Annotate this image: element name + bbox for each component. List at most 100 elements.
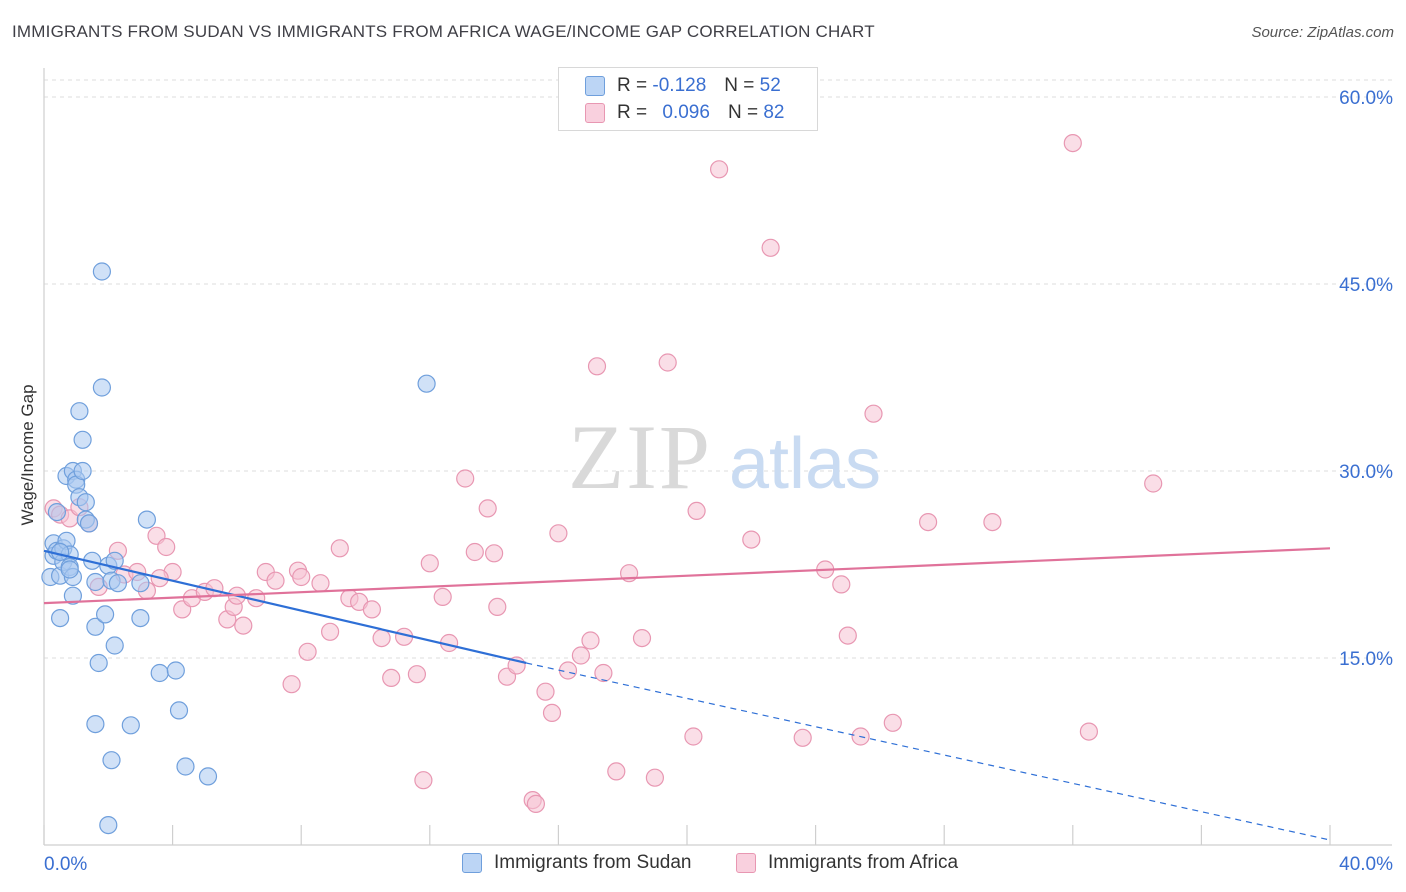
africa-point	[282, 675, 301, 694]
watermark: ZIP atlas	[568, 406, 881, 508]
legend-r-value-sudan: -0.128	[652, 75, 707, 96]
africa-point	[742, 530, 761, 549]
sudan-point	[102, 751, 121, 770]
sudan-point	[176, 757, 195, 776]
bottom-legend-sudan: Immigrants from Sudan	[462, 852, 691, 874]
tick-labels: 15.0% 30.0% 45.0% 60.0% 0.0% 40.0%	[44, 88, 1393, 875]
africa-point	[709, 160, 729, 179]
sudan-point	[121, 716, 140, 735]
y-tick-label: 60.0%	[1339, 88, 1393, 109]
x-tick-label-start: 0.0%	[44, 854, 87, 875]
sudan-point	[105, 551, 124, 570]
sudan-point	[70, 402, 89, 421]
sudan-point	[60, 560, 79, 579]
bottom-legend-label-africa: Immigrants from Africa	[768, 852, 959, 873]
bottom-legend-africa: Immigrants from Africa	[736, 852, 958, 874]
y-tick-label: 15.0%	[1339, 649, 1393, 670]
sudan-point	[73, 461, 92, 481]
sudan-point	[417, 374, 436, 393]
africa-point	[330, 539, 349, 558]
africa-point	[465, 542, 484, 562]
sudan-point	[166, 661, 185, 680]
africa-point	[832, 575, 851, 594]
correlation-legend: R = -0.128 N = 52 R = 0.096 N = 82	[558, 67, 818, 131]
sudan-point	[89, 653, 108, 673]
bottom-legend-label-sudan: Immigrants from Sudan	[494, 852, 692, 873]
africa-point	[407, 665, 426, 684]
africa-point	[864, 404, 883, 423]
sudan-trend-extension	[526, 662, 1331, 841]
africa-point	[157, 537, 176, 557]
legend-row-africa: R = 0.096 N = 82	[585, 101, 784, 125]
chart-source: Source: ZipAtlas.com	[1251, 24, 1394, 41]
africa-point	[581, 631, 600, 650]
y-tick-label: 30.0%	[1339, 462, 1393, 483]
sudan-point	[50, 608, 70, 628]
africa-point	[298, 642, 317, 661]
legend-row-sudan: R = -0.128 N = 52	[585, 74, 781, 98]
africa-point	[536, 682, 555, 701]
africa-point	[632, 628, 652, 648]
africa-point	[414, 771, 433, 790]
africa-point	[542, 703, 562, 723]
africa-point	[420, 554, 439, 573]
legend-n-label: N =	[724, 75, 755, 96]
africa-point	[549, 524, 568, 543]
watermark-zip: ZIP	[568, 406, 712, 508]
sudan-point	[137, 510, 156, 529]
africa-point	[918, 512, 938, 532]
africa-point	[1063, 134, 1082, 153]
africa-point	[983, 512, 1002, 532]
africa-point	[382, 668, 401, 688]
africa-point	[607, 762, 626, 781]
sudan-point	[92, 378, 112, 397]
chart-title: IMMIGRANTS FROM SUDAN VS IMMIGRANTS FROM…	[12, 22, 875, 41]
africa-point	[571, 646, 591, 665]
sudan-point	[86, 617, 105, 636]
africa-point	[684, 727, 703, 746]
sudan-point	[79, 514, 99, 533]
legend-swatch-africa	[585, 103, 605, 123]
sudan-point	[86, 572, 105, 592]
sudan-trend-line	[43, 549, 527, 665]
legend-r-value-africa: 0.096	[662, 102, 710, 123]
africa-point	[526, 794, 546, 814]
legend-r-label: R =	[617, 75, 648, 96]
africa-point	[292, 567, 311, 587]
sudan-point	[50, 542, 70, 562]
africa-point	[485, 544, 504, 563]
sudan-points	[41, 262, 436, 835]
sudan-point	[198, 767, 218, 786]
sudan-point	[131, 574, 150, 593]
sudan-point	[150, 663, 169, 683]
sudan-point	[73, 430, 92, 449]
africa-point	[658, 353, 677, 372]
bottom-legend-swatch-sudan	[462, 853, 482, 873]
africa-point	[311, 574, 330, 593]
sudan-point	[86, 714, 105, 734]
africa-point	[234, 616, 253, 635]
sudan-point	[99, 815, 118, 835]
africa-point	[433, 587, 452, 607]
legend-n-value-sudan: 52	[759, 75, 781, 96]
legend-n-value-africa: 82	[763, 102, 785, 123]
sudan-point	[92, 262, 112, 281]
watermark-atlas: atlas	[729, 424, 881, 504]
africa-point	[687, 501, 706, 520]
x-tick-label-end: 40.0%	[1339, 854, 1393, 875]
legend-r-label: R =	[617, 102, 648, 123]
bottom-legend-swatch-africa	[736, 853, 756, 873]
africa-point	[761, 238, 780, 257]
africa-point	[266, 571, 285, 590]
legend-n-label: N =	[727, 102, 759, 123]
y-tick-label: 45.0%	[1339, 275, 1393, 296]
africa-point	[1144, 474, 1163, 493]
africa-point	[456, 469, 475, 488]
sudan-point	[76, 493, 95, 512]
africa-point	[321, 622, 340, 641]
africa-point	[883, 713, 902, 732]
africa-point	[488, 597, 507, 617]
africa-point	[372, 628, 391, 648]
sudan-point	[47, 502, 67, 522]
